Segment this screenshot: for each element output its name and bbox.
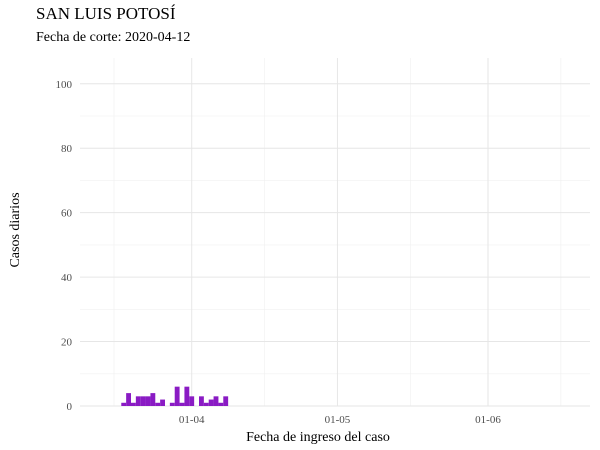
bar (145, 396, 151, 406)
bars (121, 386, 229, 406)
x-axis-ticks: 01-04 01-05 01-06 (179, 414, 501, 426)
bar (184, 386, 190, 406)
y-tick-label: 20 (61, 337, 73, 349)
bar (174, 386, 180, 406)
bar (218, 402, 224, 406)
bar (213, 396, 219, 406)
y-axis-label: Casos diarios (8, 192, 23, 267)
bar (126, 393, 131, 406)
bar (140, 396, 146, 406)
bar (121, 402, 127, 406)
chart-subtitle: Fecha de corte: 2020-04-12 (36, 30, 191, 45)
y-tick-label: 80 (61, 143, 73, 155)
bar (169, 402, 175, 406)
y-tick-label: 60 (61, 208, 73, 220)
y-tick-label: 100 (56, 79, 73, 91)
bar (203, 402, 209, 406)
bar (179, 402, 185, 406)
x-axis-label: Fecha de ingreso del caso (246, 430, 390, 445)
y-axis-ticks: 0 20 40 60 80 100 (56, 79, 73, 413)
bar (208, 399, 214, 406)
bar (223, 396, 229, 406)
grid-lines (80, 58, 590, 407)
x-tick-label: 01-05 (325, 414, 351, 426)
chart-title: SAN LUIS POTOSÍ (36, 4, 176, 23)
y-tick-label: 0 (67, 401, 73, 413)
bar (155, 402, 161, 406)
bar (199, 396, 204, 406)
bar (135, 396, 141, 406)
bar (131, 402, 136, 406)
x-tick-label: 01-04 (179, 414, 205, 426)
x-tick-label: 01-06 (475, 414, 501, 426)
bar (150, 393, 156, 406)
bar (160, 399, 165, 406)
bar (189, 396, 195, 406)
y-tick-label: 40 (61, 272, 73, 284)
